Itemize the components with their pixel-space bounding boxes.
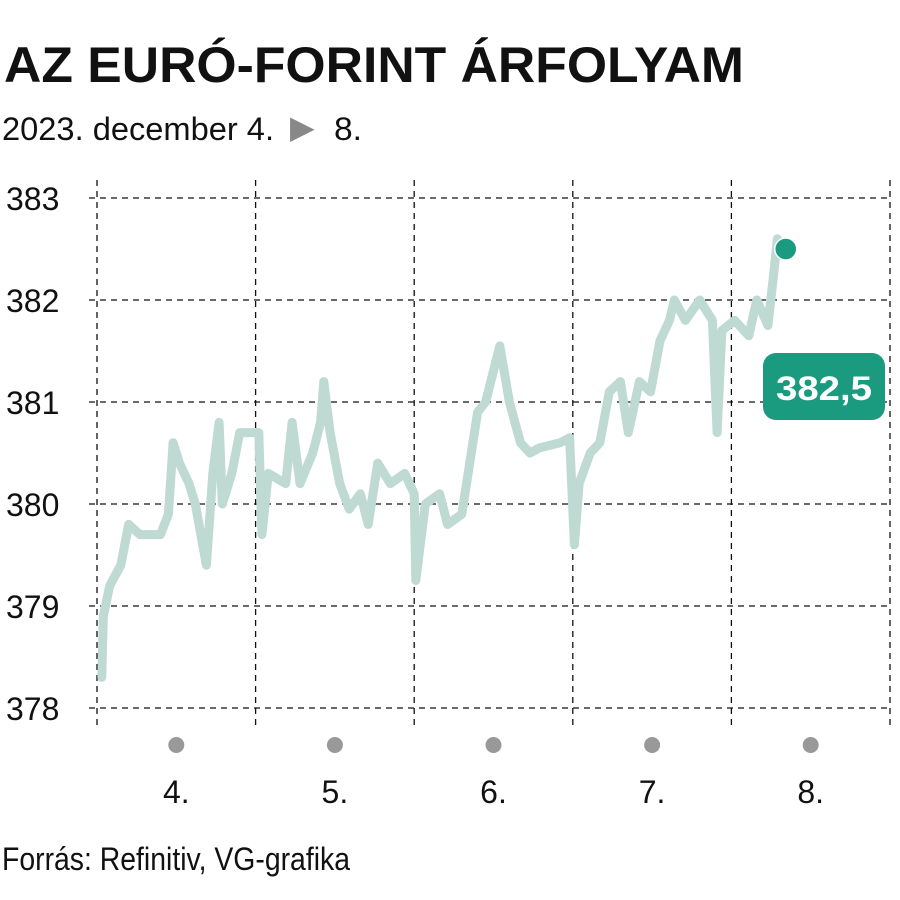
day-marker-dot [802, 737, 819, 753]
x-tick-label: 7. [639, 774, 666, 810]
last-value-dot [773, 237, 798, 261]
day-marker-dot [168, 737, 185, 753]
x-tick-label: 5. [322, 774, 349, 810]
last-value-label: 382,5 [776, 370, 872, 408]
y-axis: 378 379 380 381 382 383 [6, 181, 59, 727]
last-value-badge [763, 353, 885, 420]
y-tick-label: 383 [6, 181, 59, 217]
y-tick-label: 378 [6, 691, 59, 727]
x-tick-label: 8. [797, 774, 824, 810]
grid [89, 180, 891, 730]
x-tick-label: 4. [163, 774, 190, 810]
subtitle-end-date: 8. [334, 111, 362, 147]
x-tick-label: 6. [480, 774, 507, 810]
x-axis: 4. 5. 6. 7. 8. [163, 737, 824, 810]
y-tick-label: 380 [6, 487, 59, 523]
subtitle-arrow-icon: ▶ [290, 109, 315, 145]
chart-title: AZ EURÓ-FORINT ÁRFOLYAM [4, 37, 744, 93]
subtitle-start-date: 2023. december 4. [2, 111, 274, 147]
day-marker-dot [326, 737, 343, 753]
day-marker-dot [485, 737, 502, 753]
y-tick-label: 381 [6, 385, 59, 421]
day-marker-dot [644, 737, 661, 753]
y-tick-label: 379 [6, 589, 59, 625]
y-tick-label: 382 [6, 283, 59, 319]
series-line-eur-huf [97, 234, 789, 682]
source-note: Forrás: Refinitiv, VG-grafika [2, 841, 350, 877]
